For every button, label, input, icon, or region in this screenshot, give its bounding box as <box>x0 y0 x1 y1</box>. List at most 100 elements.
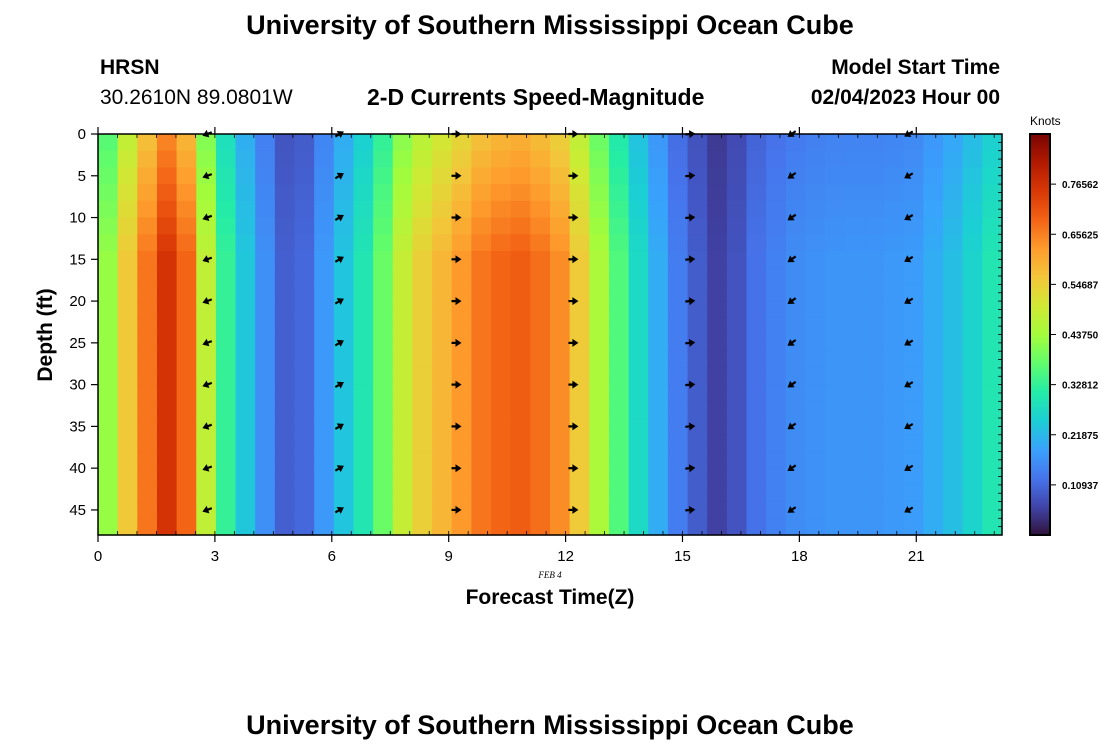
current-vector-arrow <box>451 338 462 347</box>
heatmap-cell <box>785 167 807 185</box>
heatmap-cell <box>923 367 944 386</box>
heatmap-cell <box>98 484 119 503</box>
heatmap-cell <box>373 200 394 219</box>
heatmap-cell <box>530 250 551 269</box>
heatmap-cell <box>962 518 983 536</box>
heatmap-cell <box>766 434 787 453</box>
heatmap-cell <box>766 150 787 169</box>
heatmap-cell <box>550 384 571 402</box>
y-tick-label: 30 <box>69 377 86 394</box>
heatmap-cell <box>707 134 728 152</box>
heatmap-cell <box>530 334 551 352</box>
heatmap-cell <box>884 418 905 436</box>
heatmap-cell <box>117 134 138 152</box>
colorbar-tick-label: 0.32812 <box>1062 381 1099 392</box>
heatmap-cell <box>510 518 531 536</box>
heatmap-cell <box>432 367 453 386</box>
heatmap-cell <box>726 401 748 419</box>
heatmap-cell <box>805 434 826 453</box>
heatmap-cell <box>569 351 590 369</box>
heatmap-cell <box>215 468 237 486</box>
heatmap-cell <box>687 484 708 503</box>
heatmap-cell <box>667 250 689 269</box>
heatmap-cell <box>98 150 119 169</box>
heatmap-cell <box>176 518 197 536</box>
current-vector-arrow <box>202 171 213 180</box>
heatmap-cell <box>176 267 197 285</box>
heatmap-cell <box>884 401 905 419</box>
heatmap-cell <box>255 317 276 336</box>
heatmap-cell <box>569 150 590 169</box>
heatmap-cell <box>137 451 158 469</box>
heatmap-cell <box>569 468 590 486</box>
heatmap-cell <box>923 334 944 352</box>
heatmap-cell <box>353 150 374 169</box>
heatmap-cell <box>943 468 964 486</box>
heatmap-cell <box>648 134 669 152</box>
colorbar-label: Knots <box>1030 114 1061 128</box>
heatmap-cell <box>471 367 492 386</box>
heatmap-cell <box>491 484 512 503</box>
current-vector-arrow <box>568 380 579 389</box>
heatmap-cell <box>156 217 178 235</box>
heatmap-cell <box>176 434 197 453</box>
heatmap-cell <box>392 167 414 185</box>
y-tick-label: 10 <box>69 210 86 227</box>
heatmap-cell <box>550 351 571 369</box>
heatmap-cell <box>373 367 394 386</box>
heatmap-cell <box>825 167 846 185</box>
heatmap-cell <box>196 301 217 319</box>
current-vector-arrow <box>451 380 462 389</box>
heatmap-cell <box>667 418 689 436</box>
current-vector-arrow <box>202 505 213 514</box>
heatmap-cell <box>667 217 689 235</box>
heatmap-cell <box>156 150 178 169</box>
heatmap-cell <box>648 468 669 486</box>
heatmap-cell <box>923 167 944 185</box>
heatmap-cell <box>785 284 807 302</box>
heatmap-cell <box>137 234 158 252</box>
heatmap-cell <box>825 501 846 519</box>
heatmap-cell <box>844 184 866 202</box>
heatmap-cell <box>137 267 158 285</box>
heatmap-cell <box>471 334 492 352</box>
heatmap-cell <box>373 267 394 285</box>
heatmap-cell <box>805 451 826 469</box>
heatmap-cell <box>176 468 197 486</box>
heatmap-cell <box>825 200 846 219</box>
heatmap-cell <box>746 234 767 252</box>
heatmap-cell <box>373 484 394 503</box>
heatmap-cell <box>196 200 217 219</box>
heatmap-cell <box>726 167 748 185</box>
heatmap-cell <box>510 301 531 319</box>
heatmap-cell <box>550 317 571 336</box>
heatmap-cell <box>825 451 846 469</box>
heatmap-cell <box>628 367 649 386</box>
heatmap-cell <box>648 384 669 402</box>
heatmap-cell <box>962 150 983 169</box>
heatmap-cell <box>471 150 492 169</box>
heatmap-cell <box>510 351 531 369</box>
heatmap-cell <box>333 284 355 302</box>
heatmap-cell <box>943 401 964 419</box>
heatmap-cell <box>687 451 708 469</box>
heatmap-cell <box>274 134 296 152</box>
heatmap-cell <box>746 334 767 352</box>
heatmap-cell <box>569 434 590 453</box>
heatmap-cell <box>589 418 610 436</box>
heatmap-cell <box>156 134 178 152</box>
heatmap-cell <box>707 284 728 302</box>
heatmap-cell <box>196 434 217 453</box>
heatmap-cell <box>707 267 728 285</box>
heatmap-cell <box>98 167 119 185</box>
heatmap-cell <box>412 468 433 486</box>
heatmap-cell <box>373 451 394 469</box>
heatmap-cell <box>589 217 610 235</box>
heatmap-cell <box>333 301 355 319</box>
heatmap-cell <box>451 234 472 252</box>
heatmap-cell <box>550 184 571 202</box>
heatmap-cell <box>117 501 138 519</box>
heatmap-cell <box>825 301 846 319</box>
heatmap-cell <box>884 451 905 469</box>
heatmap-cell <box>392 184 414 202</box>
